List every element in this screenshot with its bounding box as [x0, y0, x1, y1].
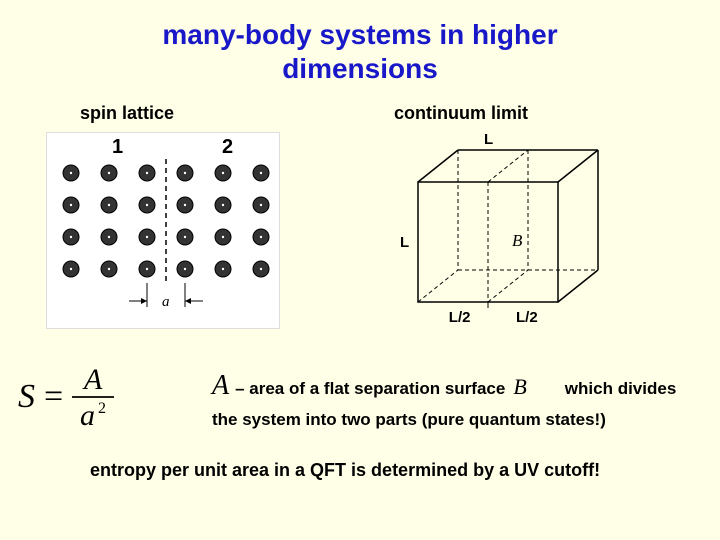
labels-row: spin lattice continuum limit: [0, 103, 720, 124]
svg-text:L: L: [400, 234, 409, 251]
svg-text:2: 2: [222, 136, 233, 158]
formula-row: S= Aa2 A – area of a flat separation surf…: [0, 359, 720, 438]
svg-text:A: A: [82, 363, 103, 396]
svg-text:2: 2: [98, 400, 106, 417]
svg-text:B: B: [512, 231, 523, 250]
title-line1: many-body systems in higher: [0, 18, 720, 52]
svg-text:a: a: [80, 399, 95, 432]
desc-text2: which divides: [565, 376, 676, 402]
svg-text:L/2: L/2: [516, 309, 538, 326]
desc-text1: – area of a flat separation surface: [235, 376, 505, 402]
svg-text:=: =: [44, 378, 63, 415]
svg-text:1: 1: [112, 136, 123, 158]
svg-text:S: S: [18, 378, 35, 415]
continuum-cube-figure: L L B L/2 L/2: [368, 132, 608, 347]
left-label: spin lattice: [80, 103, 174, 124]
spin-lattice-figure: 1 2 a: [46, 132, 280, 329]
svg-text:L/2: L/2: [449, 309, 471, 326]
cube-svg: L L B L/2 L/2: [368, 132, 608, 342]
svg-text:a: a: [162, 294, 170, 310]
right-label: continuum limit: [394, 103, 528, 124]
lattice-svg: 1 2 a: [47, 133, 279, 323]
entropy-formula: S= Aa2: [14, 359, 134, 438]
footer-text: entropy per unit area in a QFT is determ…: [0, 460, 720, 481]
symbol-A: A: [212, 365, 229, 407]
formula-svg: S= Aa2: [14, 359, 134, 433]
desc-line2: the system into two parts (pure quantum …: [212, 407, 676, 433]
svg-text:L: L: [484, 132, 493, 148]
figures-row: 1 2 a L L B L/2 L/2: [0, 132, 720, 347]
description-text: A – area of a flat separation surface B …: [212, 365, 676, 433]
slide-title: many-body systems in higher dimensions: [0, 0, 720, 85]
title-line2: dimensions: [0, 52, 720, 86]
symbol-B: B: [513, 370, 526, 403]
desc-line1: A – area of a flat separation surface B …: [212, 365, 676, 407]
